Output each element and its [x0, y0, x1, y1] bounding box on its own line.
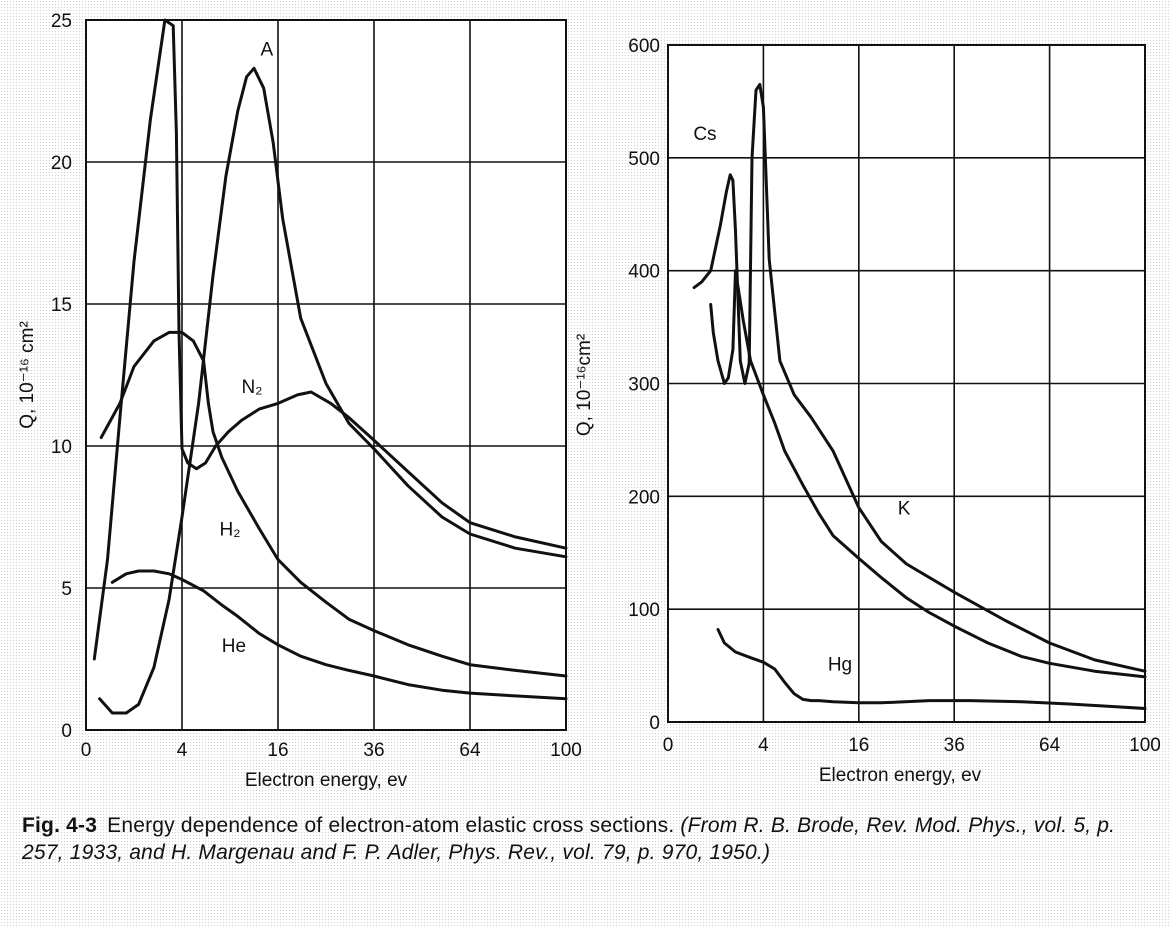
left-y-tick-20: 20 [51, 153, 72, 174]
right-gridlines [668, 45, 1145, 722]
left-y-tick-15: 15 [51, 295, 72, 316]
right-y-tick-600: 600 [628, 36, 660, 57]
left-curves [92, 18, 568, 715]
left-curve-a [98, 66, 568, 715]
left-curve-h2 [99, 330, 568, 678]
left-y-tick-0: 0 [61, 721, 72, 742]
right-y-tick-200: 200 [628, 487, 660, 508]
right-curve-label-cs: Cs [693, 124, 716, 145]
right-curve-label-k: K [898, 499, 911, 520]
right-x-tick-36: 36 [944, 735, 965, 756]
left-gridlines [86, 20, 566, 730]
right-x-tick-4: 4 [758, 735, 769, 756]
left-curve-label-n2: N₂ [241, 377, 262, 398]
right-x-tick-0: 0 [663, 735, 674, 756]
left-curve-label-a: A [261, 39, 274, 60]
right-x-tick-100: 100 [1129, 735, 1161, 756]
left-y-axis-label: Q, 10⁻¹⁶ cm² [17, 321, 38, 429]
right-curve-hg [716, 628, 1147, 710]
left-x-tick-36: 36 [363, 740, 384, 761]
right-chart-panel: Cs K Hg 0 4 16 36 64 100 0 100 200 300 400 500 600 El… [574, 36, 1161, 786]
right-y-tick-300: 300 [628, 375, 660, 396]
right-curve-label-hg: Hg [828, 654, 852, 675]
caption-source: (From R. B. Brode, Rev. Mod. Phys., vol.… [22, 814, 1116, 864]
left-chart-panel: A H₂ He N₂ 0 4 16 36 64 100 0 5 10 15 20 25 Electron … [17, 11, 582, 791]
left-x-tick-4: 4 [177, 740, 188, 761]
left-y-tick-labels: 0 5 10 15 20 25 [51, 11, 72, 742]
left-y-tick-5: 5 [61, 579, 72, 600]
right-y-tick-500: 500 [628, 149, 660, 170]
right-y-tick-labels: 0 100 200 300 400 500 600 [628, 36, 660, 734]
left-x-tick-labels: 0 4 16 36 64 100 [81, 740, 582, 761]
right-x-tick-labels: 0 4 16 36 64 100 [663, 735, 1161, 756]
right-x-tick-64: 64 [1039, 735, 1061, 756]
caption-figure-number: Fig. 4-3 [22, 814, 98, 837]
left-curve-label-h2: H₂ [219, 519, 240, 540]
left-y-tick-25: 25 [51, 11, 72, 32]
left-curve-he [110, 569, 568, 701]
right-curve-labels: Cs K Hg [693, 124, 910, 675]
left-curve-labels: A H₂ He N₂ [219, 39, 273, 656]
left-x-tick-16: 16 [267, 740, 288, 761]
left-plot-frame [85, 19, 567, 731]
left-x-axis-label: Electron energy, ev [245, 770, 408, 791]
left-y-tick-10: 10 [51, 437, 72, 458]
right-y-tick-0: 0 [649, 713, 660, 734]
caption-text: Energy dependence of electron-atom elast… [107, 814, 675, 837]
left-x-tick-0: 0 [81, 740, 92, 761]
right-curve-cs [692, 83, 1147, 673]
left-curve-n2 [92, 18, 568, 661]
right-y-tick-400: 400 [628, 262, 660, 283]
right-curve-k [709, 269, 1147, 679]
right-y-tick-100: 100 [628, 600, 660, 621]
right-x-axis-label: Electron energy, ev [819, 765, 982, 786]
left-x-tick-64: 64 [459, 740, 481, 761]
figure-caption: Fig. 4-3 Energy dependence of electron-at… [22, 812, 1162, 866]
right-y-axis-label: Q, 10⁻¹⁶cm² [574, 334, 595, 436]
right-x-tick-16: 16 [848, 735, 869, 756]
left-x-tick-100: 100 [550, 740, 582, 761]
left-curve-label-he: He [222, 636, 246, 657]
right-curves [692, 83, 1147, 710]
